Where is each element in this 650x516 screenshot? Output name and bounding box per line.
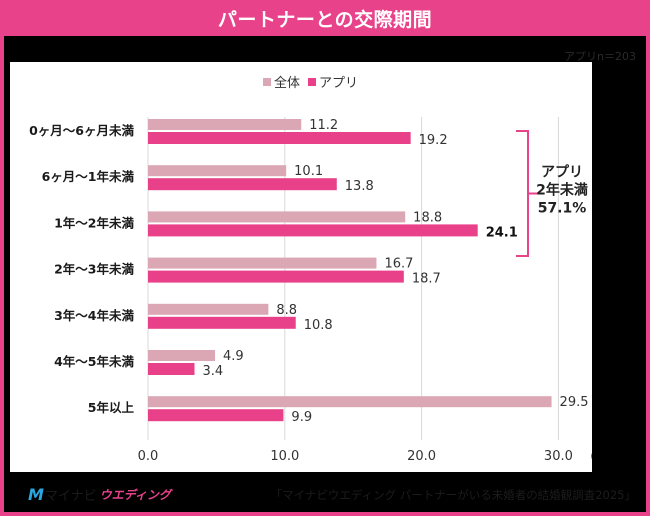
legend-swatch-app [308,77,317,86]
data-label-app: 19.2 [419,133,448,148]
bar-all [148,396,552,408]
bar-app [148,270,404,283]
bar-all [148,165,287,177]
annotation-text: 57.1% [538,201,587,217]
data-label-all: 11.2 [309,118,338,133]
bar-app [148,409,284,422]
bar-all [148,257,377,269]
legend-swatch-all [263,77,271,86]
category-label: 4年～5年未満 [54,354,134,369]
chart-area: 全体 アプリ 0.0 10.0 20.0 30.0 (%) 0ヶ月～6ヶ月未満 11.2 19… [10,62,592,472]
data-label-app: 9.9 [291,410,312,425]
annotation-text: アプリ [541,165,583,181]
data-label-app: 24.1 [486,225,518,240]
category-label: 5年以上 [88,400,135,415]
bar-app [148,178,337,191]
bar-all [148,350,216,361]
x-tick-label: 20.0 [407,449,436,464]
category-label: 6ヶ月～1年未満 [42,169,135,184]
bar-app [148,132,411,144]
x-tick-label: 30.0 [544,449,573,464]
bar-app [148,224,478,237]
logo-text-wedding: ウエディング [99,488,171,502]
data-label-all: 18.8 [413,210,442,225]
bar-all [148,303,269,315]
data-label-app: 10.8 [304,318,333,333]
legend-item-app: アプリ [308,72,358,91]
legend: 全体 アプリ [263,72,358,91]
x-axis-unit-label: (%) [590,449,592,463]
title-band: パートナーとの交際期間 [0,0,650,36]
category-label: 2年～3年未満 [54,262,134,277]
data-label-all: 16.7 [384,257,413,272]
logo-mark-icon: M [28,485,44,504]
category-label: 1年～2年未満 [54,215,134,230]
bracket-annotation [516,130,538,257]
bar-chart: 0.0 10.0 20.0 30.0 (%) 0ヶ月～6ヶ月未満 11.2 19.2 6ヶ月～1… [29,117,592,464]
x-tick-label: 10.0 [270,449,299,464]
logo-text-mynavi: マイナビ [44,489,97,504]
category-label: 0ヶ月～6ヶ月未満 [29,123,134,138]
sample-size-note: アプリn＝203 [564,50,636,63]
data-label-all: 8.8 [276,303,297,318]
bar-all [148,211,406,223]
data-label-all: 10.1 [294,164,323,179]
bar-all [148,119,302,130]
bar-app [148,316,296,329]
data-label-all: 29.5 [560,395,589,410]
data-label-app: 3.4 [203,364,224,379]
legend-item-all: 全体 [263,72,300,91]
brand-logo: M マイナビ ウエディング [28,485,171,504]
page-title: パートナーとの交際期間 [217,8,433,31]
annotation-text: 2年未満 [536,182,588,199]
legend-label-all: 全体 [274,76,301,91]
source-citation: 「マイナビウエディング パートナーがいる未婚者の結婚観調査2025」 [270,488,636,502]
data-label-app: 18.7 [412,272,441,287]
data-label-all: 4.9 [223,349,244,364]
legend-label-app: アプリ [319,76,359,91]
category-label: 3年～4年未満 [54,308,134,323]
x-tick-label: 0.0 [138,449,159,464]
bar-app [148,363,195,375]
data-label-app: 13.8 [345,179,374,194]
